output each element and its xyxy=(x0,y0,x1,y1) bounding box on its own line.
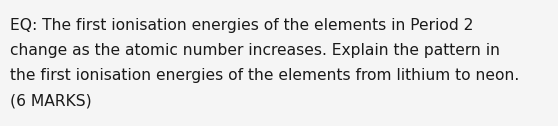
Text: change as the atomic number increases. Explain the pattern in: change as the atomic number increases. E… xyxy=(10,43,500,58)
Text: EQ: The first ionisation energies of the elements in Period 2: EQ: The first ionisation energies of the… xyxy=(10,18,473,33)
Text: the first ionisation energies of the elements from lithium to neon.: the first ionisation energies of the ele… xyxy=(10,68,519,83)
Text: (6 MARKS): (6 MARKS) xyxy=(10,93,92,108)
